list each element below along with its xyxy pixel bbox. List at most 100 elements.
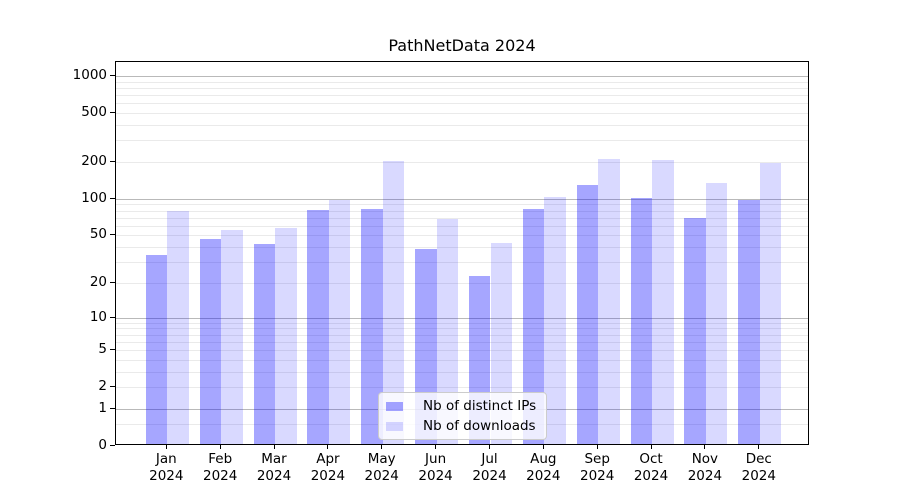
bar <box>221 230 243 444</box>
x-tick-label-month: Sep <box>584 451 610 467</box>
x-tick-label-month: Oct <box>639 451 663 467</box>
gridline-minor <box>116 341 808 343</box>
x-tick-label-month: Feb <box>208 451 233 467</box>
x-tick-label-year: 2024 <box>526 467 561 484</box>
x-tick-label: Mar 2024 <box>247 451 301 484</box>
bar <box>199 238 222 444</box>
x-tick-label-year: 2024 <box>472 467 507 484</box>
x-tick-label-year: 2024 <box>741 467 776 484</box>
bar <box>684 218 706 444</box>
x-tick-mark <box>542 445 544 449</box>
gridline-minor <box>116 210 808 212</box>
gridline-minor <box>116 235 808 237</box>
x-tick-label: May 2024 <box>355 451 409 484</box>
legend-label-downloads: Nb of downloads <box>423 418 536 434</box>
y-tick-mark <box>110 281 115 283</box>
x-tick-label: Nov 2024 <box>678 451 732 484</box>
gridline-minor <box>116 161 808 163</box>
y-tick-mark <box>110 234 115 236</box>
x-tick-label: Oct 2024 <box>624 451 678 484</box>
x-tick-mark <box>165 445 167 449</box>
y-tick-label: 1000 <box>72 67 107 83</box>
bar <box>382 161 405 444</box>
bar <box>522 209 545 444</box>
x-tick-label: Dec 2024 <box>732 451 786 484</box>
gridline-minor <box>116 359 808 361</box>
x-tick-label: Jan 2024 <box>139 451 193 484</box>
gridline-major <box>116 198 808 200</box>
y-tick-label: 0 <box>98 437 107 453</box>
gridline-minor <box>116 371 808 373</box>
y-tick-label: 100 <box>81 189 107 206</box>
y-axis: 0 1 2 5 10 20 50 100 200 500 1000 <box>0 61 107 453</box>
y-tick-mark <box>110 160 115 162</box>
x-tick-label-month: Mar <box>261 451 287 467</box>
x-tick-mark <box>381 445 383 449</box>
bar <box>145 255 168 444</box>
bar <box>328 199 351 444</box>
x-tick-mark <box>327 445 329 449</box>
gridline-minor <box>116 334 808 336</box>
y-tick-mark <box>110 112 115 113</box>
legend-item: Nb of distinct IPs <box>386 397 536 415</box>
x-tick-mark <box>273 445 275 449</box>
x-tick-label-month: May <box>367 451 396 467</box>
gridline-minor <box>116 113 808 114</box>
bar <box>275 228 297 444</box>
legend: Nb of distinct IPs Nb of downloads <box>378 392 548 440</box>
bar <box>544 197 566 444</box>
x-tick-label-month: Aug <box>530 451 557 467</box>
x-tick-mark <box>758 445 760 449</box>
x-tick-mark <box>435 445 437 449</box>
gridline-minor <box>116 387 808 389</box>
x-tick-mark <box>596 445 598 449</box>
x-tick-label-month: Jan <box>155 451 177 467</box>
gridline-minor <box>116 204 808 206</box>
gridline-minor <box>116 350 808 351</box>
x-tick-label-year: 2024 <box>310 467 346 484</box>
bar <box>705 182 728 444</box>
bar <box>630 198 652 444</box>
x-tick-label-year: 2024 <box>256 467 292 484</box>
y-tick-mark <box>110 316 115 318</box>
x-tick-marks <box>115 445 809 450</box>
x-tick-label-year: 2024 <box>418 467 453 484</box>
bar <box>436 218 459 444</box>
bar <box>167 210 189 444</box>
x-tick-mark <box>650 445 652 449</box>
x-tick-label-year: 2024 <box>149 467 184 484</box>
x-axis: Jan 2024 Feb 2024 Mar 2024 Apr 2024 May 2024 Jun 20… <box>115 451 809 491</box>
chart-title: PathNetData 2024 <box>388 36 536 55</box>
y-tick-mark <box>110 75 115 76</box>
x-tick-label: Apr 2024 <box>301 451 355 484</box>
bar <box>652 160 674 444</box>
x-tick-label: Aug 2024 <box>516 451 570 484</box>
gridline-minor <box>116 225 808 227</box>
x-tick-label-year: 2024 <box>364 467 399 484</box>
y-tick-mark <box>110 197 115 199</box>
y-tick-marks <box>110 61 115 446</box>
plot-area <box>115 61 809 445</box>
x-tick-label: Feb 2024 <box>193 451 247 484</box>
y-tick-label: 10 <box>89 308 107 325</box>
bar <box>253 243 275 444</box>
y-tick-label: 200 <box>81 152 107 169</box>
x-tick-label-month: Nov <box>691 451 719 467</box>
x-tick-label-month: Dec <box>745 451 772 467</box>
bar <box>361 209 383 444</box>
legend-label-distinct-ips: Nb of distinct IPs <box>423 398 537 414</box>
gridline-minor <box>116 217 808 219</box>
gridline-minor <box>116 87 808 89</box>
y-tick-label: 2 <box>98 378 107 395</box>
bar <box>598 159 620 444</box>
x-tick-mark <box>489 445 490 449</box>
x-tick-label-month: Jul <box>481 451 498 467</box>
legend-item: Nb of downloads <box>386 417 536 435</box>
bar <box>759 162 782 444</box>
y-tick-label: 500 <box>81 104 107 120</box>
gridline-major <box>116 317 808 319</box>
gridline-minor <box>116 125 808 126</box>
gridline-minor <box>116 247 808 249</box>
x-tick-label-year: 2024 <box>687 467 723 484</box>
x-tick-label-year: 2024 <box>580 467 615 484</box>
